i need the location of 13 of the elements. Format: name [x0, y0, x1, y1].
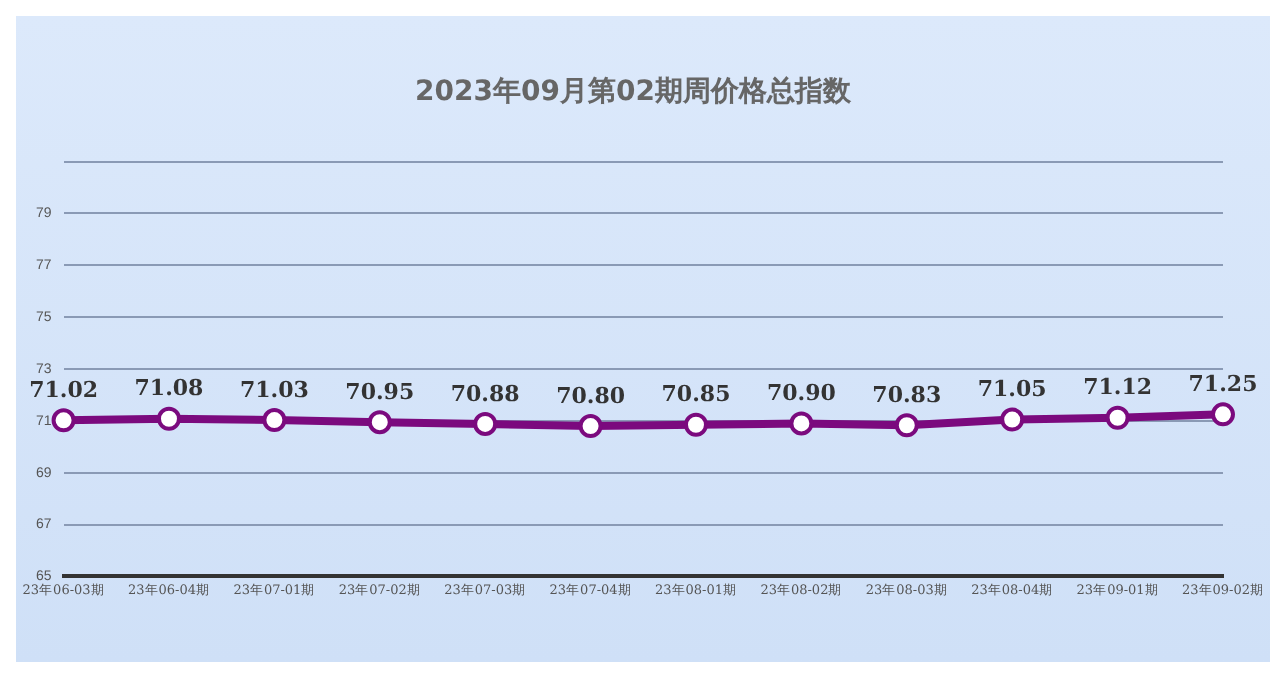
data-label: 70.83 — [872, 381, 942, 408]
data-label: 70.90 — [766, 380, 837, 407]
data-label: 70.88 — [450, 380, 521, 407]
data-label: 70.80 — [556, 382, 626, 409]
data-label: 70.85 — [661, 381, 731, 408]
data-label: 71.03 — [239, 376, 309, 403]
chart-title: 2023年09月第02期周价格总指数 — [415, 76, 853, 109]
data-label: 71.08 — [134, 375, 205, 402]
data-label: 71.12 — [1083, 374, 1153, 401]
data-label: 70.95 — [345, 378, 415, 405]
data-label: 71.25 — [1188, 371, 1258, 398]
data-label: 71.02 — [29, 377, 99, 404]
data-label: 71.05 — [977, 376, 1047, 403]
